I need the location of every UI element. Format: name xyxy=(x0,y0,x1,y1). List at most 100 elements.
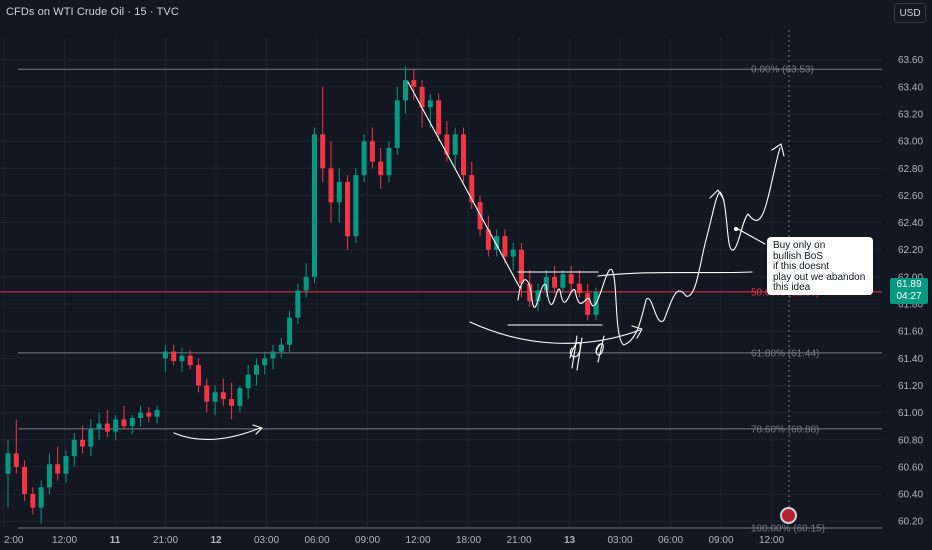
trend-line xyxy=(407,81,521,289)
candle-body xyxy=(229,399,235,406)
lower-arrow-head xyxy=(252,424,263,435)
fib-level-label: 61.80% (61.44) xyxy=(751,348,819,359)
price-tick-label: 62.60 xyxy=(898,191,923,202)
candle-body xyxy=(444,134,450,155)
chart-grid xyxy=(0,38,882,528)
candle-body xyxy=(38,487,44,508)
price-tick-label: 60.80 xyxy=(898,435,923,446)
candle-body xyxy=(220,392,226,400)
note-line-4: play out we abandon xyxy=(773,271,866,283)
price-tick-label: 63.40 xyxy=(898,82,923,93)
time-tick-label: 03:00 xyxy=(254,535,279,546)
candle-body xyxy=(104,423,110,432)
time-tick-label: 06:00 xyxy=(304,535,329,546)
time-tick-label: 21:00 xyxy=(153,535,178,546)
candle-body xyxy=(63,456,69,474)
candle-body xyxy=(287,317,293,345)
candle-body xyxy=(494,236,500,250)
time-axis[interactable]: 2:00 12:00 11 21:00 12 03:00 06:00 09:00 12:00 18… xyxy=(4,535,784,546)
candle-body xyxy=(5,453,11,474)
candle-body xyxy=(510,249,516,257)
candle-body xyxy=(320,134,326,169)
fibonacci-retracement[interactable]: 0.00% (63.53)50.00% (61.89)61.80% (61.44… xyxy=(0,65,882,535)
price-tick-label: 61.60 xyxy=(898,327,923,338)
price-tick-label: 60.20 xyxy=(898,517,923,528)
time-tick-label: 12:00 xyxy=(52,535,77,546)
price-tick-label: 62.00 xyxy=(898,272,923,283)
time-tick-label: 06:00 xyxy=(658,535,683,546)
note-anchor xyxy=(733,226,739,232)
price-tick-label: 61.80 xyxy=(898,300,923,311)
candle-body xyxy=(419,86,425,108)
time-tick-label: 12:00 xyxy=(405,535,430,546)
candle-body xyxy=(411,80,417,87)
candle-body xyxy=(162,351,168,359)
note-line-5: this idea xyxy=(773,282,811,293)
price-tick-label: 63.60 xyxy=(898,55,923,66)
candle-body xyxy=(560,274,566,288)
candle-body xyxy=(345,181,351,237)
candle-body xyxy=(278,344,284,352)
candle-body xyxy=(55,464,61,474)
price-axis[interactable]: 63.60 63.40 63.20 63.00 62.80 62.60 62.40 62.20… xyxy=(898,55,923,527)
candle-body xyxy=(369,141,375,162)
time-tick-label: 21:00 xyxy=(506,535,531,546)
projection-line xyxy=(597,271,753,277)
lower-curve-arrow xyxy=(173,427,261,440)
candle-body xyxy=(361,141,367,176)
note-line-1: Buy only on xyxy=(773,240,826,251)
note-line-2: bullish BoS xyxy=(773,250,824,262)
candle-body xyxy=(436,100,442,135)
candle-body xyxy=(179,355,185,362)
last-price-tag: 61.89 04:27 xyxy=(890,278,928,304)
time-tick-label: 03:00 xyxy=(607,535,632,546)
price-tick-label: 61.20 xyxy=(898,381,923,392)
candle-body xyxy=(46,464,52,488)
candle-body xyxy=(22,466,28,495)
candle-body xyxy=(171,351,177,362)
candle-body xyxy=(485,229,491,250)
candle-body xyxy=(576,283,582,294)
candle-body xyxy=(212,392,218,402)
price-tick-label: 63.00 xyxy=(898,137,923,148)
candle-body xyxy=(13,453,19,467)
time-tick-label: 09:00 xyxy=(355,535,380,546)
candle-body xyxy=(311,134,317,277)
annotation-note[interactable]: Buy only on bullish BoS if this doesnt p… xyxy=(767,237,873,295)
candle-body xyxy=(154,409,160,417)
candle-body xyxy=(452,134,458,155)
candle-body xyxy=(138,412,144,419)
candle-body xyxy=(187,355,193,366)
candle-body xyxy=(195,365,201,386)
price-tick-label: 61.40 xyxy=(898,354,923,365)
candle-body xyxy=(328,168,334,203)
candle-body xyxy=(469,175,475,203)
candle-body xyxy=(71,439,77,457)
bar-countdown: 04:27 xyxy=(896,291,922,302)
candle-body xyxy=(394,100,400,148)
candle-body xyxy=(336,181,342,203)
candle-body xyxy=(80,439,86,447)
hand-drawings[interactable] xyxy=(173,81,785,440)
candle-body xyxy=(535,290,541,302)
price-tick-label: 63.20 xyxy=(898,110,923,121)
candle-body xyxy=(353,175,359,237)
sweep-arrow-head xyxy=(631,325,643,339)
candle-body xyxy=(270,351,276,359)
currency-button[interactable]: USD xyxy=(894,3,926,23)
candle-body xyxy=(146,412,152,417)
candle-body xyxy=(527,283,533,302)
zigzag-drawing xyxy=(517,147,781,346)
us-flag-icon[interactable] xyxy=(780,507,797,524)
time-tick-label: 12 xyxy=(210,535,222,546)
price-tick-label: 61.00 xyxy=(898,408,923,419)
candle-body xyxy=(96,423,102,429)
price-tick-label: 62.40 xyxy=(898,218,923,229)
candle-body xyxy=(129,418,135,427)
candle-body xyxy=(568,274,574,284)
symbol-title[interactable]: CFDs on WTI Crude Oil · 15 · TVC xyxy=(6,6,179,18)
candle-body xyxy=(303,276,309,291)
candle-body xyxy=(460,134,466,176)
note-line-3: if this doesnt xyxy=(773,261,830,272)
